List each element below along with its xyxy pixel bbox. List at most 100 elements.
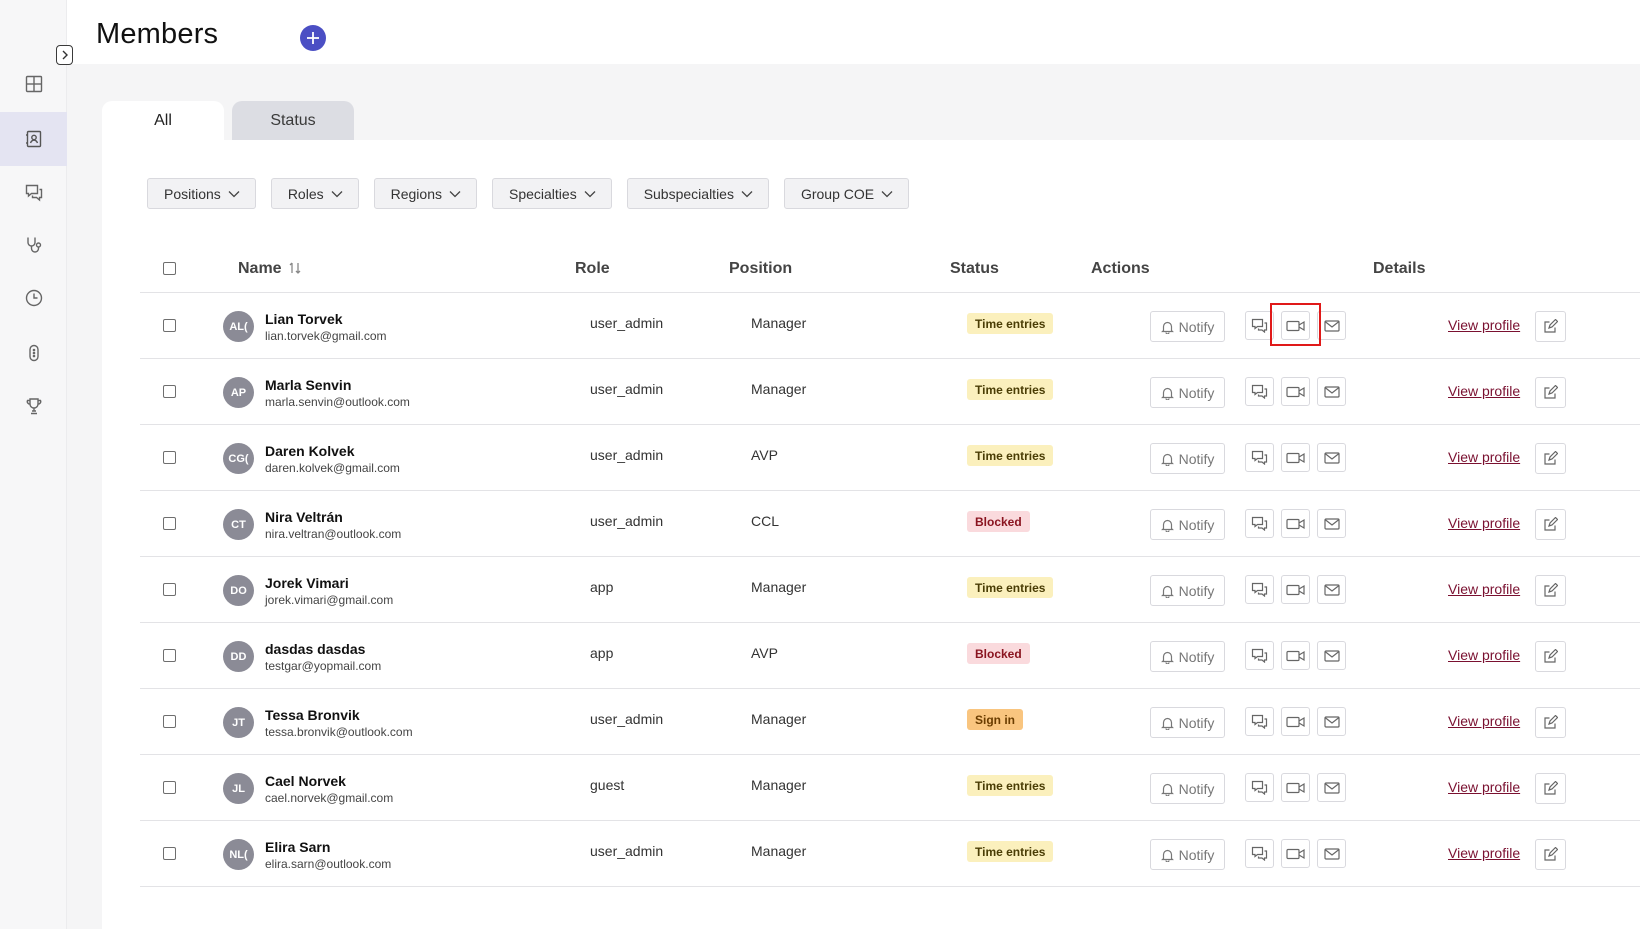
sidebar-item-device[interactable] [0, 326, 67, 380]
sidebar-toggle-button[interactable] [56, 45, 73, 65]
view-profile-link[interactable]: View profile [1448, 449, 1521, 465]
member-name: Tessa Bronvik [265, 707, 360, 723]
view-profile-link[interactable]: View profile [1448, 317, 1521, 333]
row-checkbox[interactable] [163, 715, 176, 728]
video-call-button[interactable] [1281, 773, 1310, 802]
sidebar-item-health[interactable] [0, 218, 67, 272]
member-role: app [590, 645, 614, 661]
row-checkbox[interactable] [163, 649, 176, 662]
row-checkbox[interactable] [163, 319, 176, 332]
sidebar-item-members[interactable] [0, 112, 67, 166]
video-call-button[interactable] [1281, 509, 1310, 538]
edit-button[interactable] [1535, 575, 1566, 606]
select-all-checkbox[interactable] [163, 262, 176, 275]
filter-group-coe[interactable]: Group COE [783, 178, 910, 209]
filter-regions[interactable]: Regions [373, 178, 477, 209]
email-button[interactable] [1317, 839, 1346, 868]
filter-subspecialties[interactable]: Subspecialties [626, 178, 769, 209]
row-checkbox[interactable] [163, 385, 176, 398]
edit-button[interactable] [1535, 707, 1566, 738]
add-member-button[interactable] [300, 25, 326, 51]
chat-icon [1251, 384, 1268, 399]
video-icon [1286, 716, 1305, 727]
column-header-name[interactable]: Name [238, 260, 302, 278]
video-call-button[interactable] [1281, 377, 1310, 406]
notify-button[interactable]: Notify [1150, 575, 1225, 606]
view-profile-link[interactable]: View profile [1448, 779, 1521, 795]
row-checkbox[interactable] [163, 451, 176, 464]
filter-positions[interactable]: Positions [147, 178, 256, 209]
tab-status[interactable]: Status [232, 101, 354, 140]
chevron-down-icon [741, 190, 753, 197]
notify-label: Notify [1178, 384, 1215, 401]
notify-button[interactable]: Notify [1150, 839, 1225, 870]
video-call-button[interactable] [1281, 311, 1310, 340]
video-call-button[interactable] [1281, 641, 1310, 670]
row-checkbox[interactable] [163, 847, 176, 860]
view-profile-link[interactable]: View profile [1448, 515, 1521, 531]
chat-button[interactable] [1245, 839, 1274, 868]
member-name: dasdas dasdas [265, 641, 366, 657]
view-profile-link[interactable]: View profile [1448, 383, 1521, 399]
email-button[interactable] [1317, 443, 1346, 472]
video-call-button[interactable] [1281, 443, 1310, 472]
chat-button[interactable] [1245, 707, 1274, 736]
video-call-button[interactable] [1281, 839, 1310, 868]
mail-icon [1323, 781, 1340, 794]
sort-icon[interactable] [288, 261, 302, 275]
view-profile-link[interactable]: View profile [1448, 581, 1521, 597]
email-button[interactable] [1317, 311, 1346, 340]
status-badge: Time entries [967, 445, 1054, 466]
view-profile-link[interactable]: View profile [1448, 647, 1521, 663]
notify-button[interactable]: Notify [1150, 707, 1225, 738]
chat-button[interactable] [1245, 377, 1274, 406]
filter-roles[interactable]: Roles [270, 178, 359, 209]
email-button[interactable] [1317, 509, 1346, 538]
edit-button[interactable] [1535, 377, 1566, 408]
chat-button[interactable] [1245, 509, 1274, 538]
sidebar-item-chat[interactable] [0, 165, 67, 219]
member-role: user_admin [590, 843, 664, 859]
edit-icon [1544, 517, 1558, 531]
email-button[interactable] [1317, 575, 1346, 604]
email-button[interactable] [1317, 707, 1346, 736]
row-checkbox[interactable] [163, 583, 176, 596]
column-header-role: Role [575, 260, 610, 277]
filter-specialties[interactable]: Specialties [491, 178, 612, 209]
notify-button[interactable]: Notify [1150, 509, 1225, 540]
notify-button[interactable]: Notify [1150, 377, 1225, 408]
chat-button[interactable] [1245, 443, 1274, 472]
view-profile-link[interactable]: View profile [1448, 713, 1521, 729]
edit-button[interactable] [1535, 311, 1566, 342]
email-button[interactable] [1317, 773, 1346, 802]
chat-button[interactable] [1245, 311, 1274, 340]
chat-button[interactable] [1245, 773, 1274, 802]
chevron-down-icon [449, 190, 461, 197]
row-checkbox[interactable] [163, 517, 176, 530]
notify-button[interactable]: Notify [1150, 641, 1225, 672]
bell-icon [1160, 849, 1174, 862]
view-profile-link[interactable]: View profile [1448, 845, 1521, 861]
chat-button[interactable] [1245, 641, 1274, 670]
edit-button[interactable] [1535, 509, 1566, 540]
notify-button[interactable]: Notify [1150, 443, 1225, 474]
email-button[interactable] [1317, 641, 1346, 670]
sidebar-item-dashboard[interactable] [0, 57, 67, 111]
edit-button[interactable] [1535, 839, 1566, 870]
edit-button[interactable] [1535, 641, 1566, 672]
video-call-button[interactable] [1281, 707, 1310, 736]
video-call-button[interactable] [1281, 575, 1310, 604]
chat-button[interactable] [1245, 575, 1274, 604]
edit-button[interactable] [1535, 773, 1566, 804]
tab-all[interactable]: All [102, 101, 224, 140]
filter-label: Positions [164, 185, 221, 202]
email-button[interactable] [1317, 377, 1346, 406]
row-checkbox[interactable] [163, 781, 176, 794]
edit-button[interactable] [1535, 443, 1566, 474]
page-header: Members [67, 0, 1640, 64]
sidebar-item-awards[interactable] [0, 379, 67, 433]
sidebar-item-history[interactable] [0, 271, 67, 325]
notify-button[interactable]: Notify [1150, 773, 1225, 804]
member-role: user_admin [590, 315, 664, 331]
notify-button[interactable]: Notify [1150, 311, 1225, 342]
